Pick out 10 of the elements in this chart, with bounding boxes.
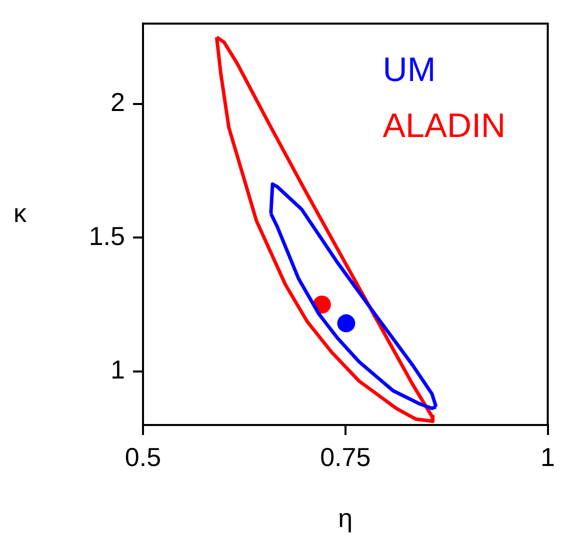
x-tick-label: 0.5	[124, 442, 162, 472]
x-tick-label: 1	[540, 442, 556, 472]
y-tick-label: 2	[110, 87, 125, 118]
x-tick-label: 0.75	[320, 442, 371, 472]
y-axis-title: κ	[14, 198, 28, 228]
text: UM	[382, 50, 436, 89]
y-tick-label: 1	[110, 354, 125, 385]
y-tick-label: 1.5	[88, 220, 125, 251]
x-axis-title: η	[338, 503, 353, 534]
text: ALADIN	[382, 106, 506, 145]
